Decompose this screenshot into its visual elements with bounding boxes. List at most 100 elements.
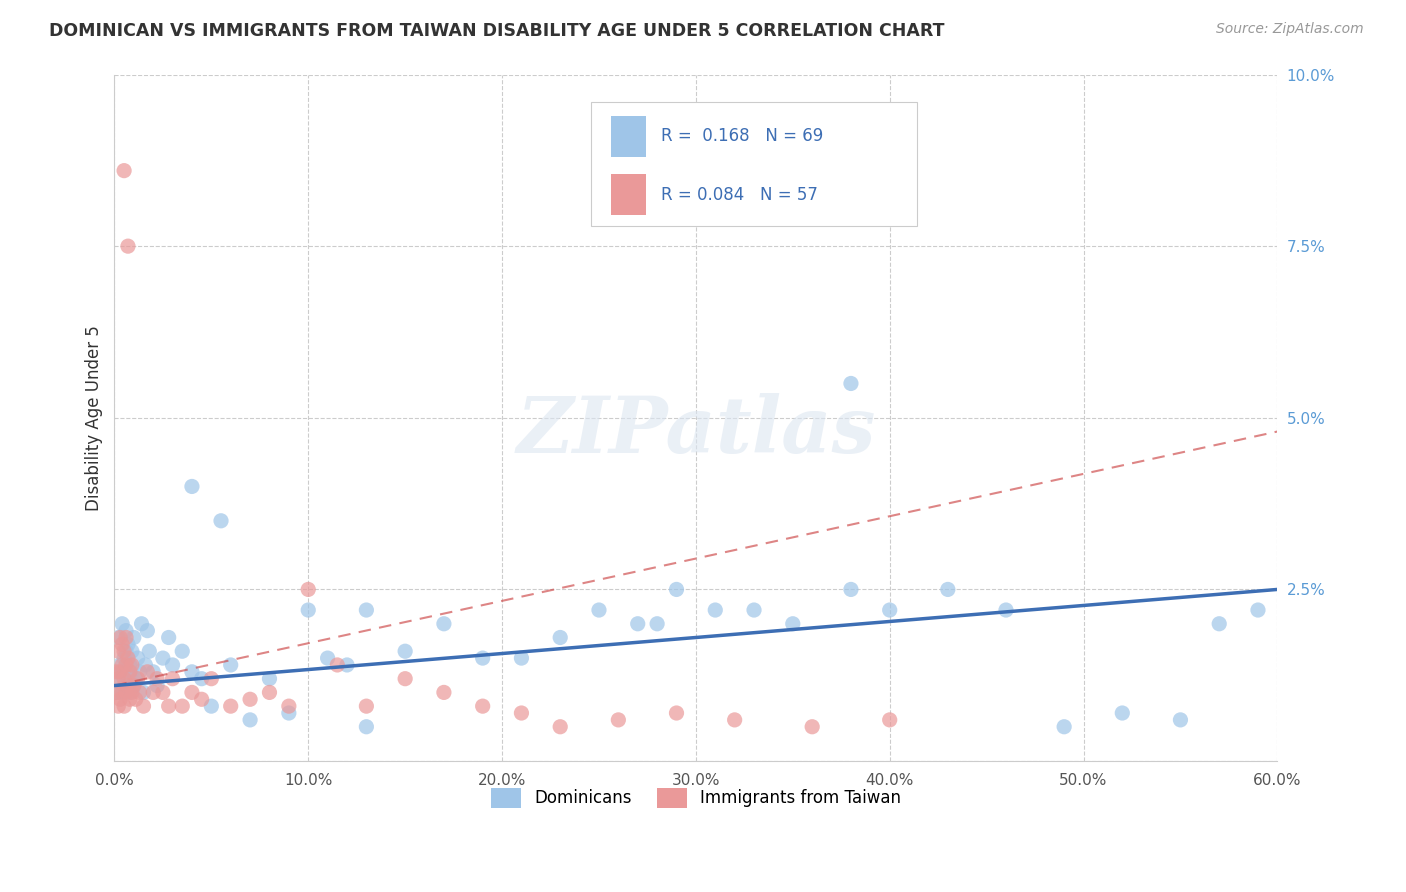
Point: [121, 657, 143, 672]
Point: [107, 672, 129, 686]
Point: [239, 692, 262, 706]
Point: [121, 644, 143, 658]
Point: [107, 672, 129, 686]
Text: R = 0.084   N = 57: R = 0.084 N = 57: [661, 186, 818, 203]
Point: [1111, 706, 1133, 720]
Point: [125, 692, 148, 706]
Point: [115, 657, 138, 672]
Point: [510, 651, 533, 665]
Point: [115, 631, 138, 645]
Point: [132, 685, 155, 699]
Point: [112, 651, 135, 665]
Point: [110, 685, 132, 699]
Legend: Dominicans, Immigrants from Taiwan: Dominicans, Immigrants from Taiwan: [484, 780, 908, 814]
Point: [879, 713, 901, 727]
Point: [121, 685, 143, 699]
FancyBboxPatch shape: [591, 102, 917, 226]
Text: ZIPatlas: ZIPatlas: [516, 393, 876, 470]
Y-axis label: Disability Age Under 5: Disability Age Under 5: [86, 325, 103, 511]
Point: [510, 706, 533, 720]
Point: [152, 651, 174, 665]
Point: [117, 651, 139, 665]
Point: [172, 644, 194, 658]
Point: [839, 376, 862, 391]
Point: [297, 582, 319, 597]
Point: [190, 692, 212, 706]
Point: [127, 672, 149, 686]
Point: [117, 679, 139, 693]
Point: [607, 713, 630, 727]
Text: R =  0.168   N = 69: R = 0.168 N = 69: [661, 128, 824, 145]
Point: [142, 685, 165, 699]
Bar: [612, 116, 645, 157]
Bar: [612, 174, 645, 215]
Point: [111, 616, 134, 631]
Point: [111, 685, 134, 699]
Point: [1208, 616, 1230, 631]
Point: [471, 651, 494, 665]
Point: [110, 631, 132, 645]
Point: [936, 582, 959, 597]
Point: [107, 644, 129, 658]
Point: [107, 699, 129, 714]
Point: [181, 685, 204, 699]
Point: [336, 657, 359, 672]
Point: [115, 644, 138, 658]
Point: [157, 631, 180, 645]
Point: [995, 603, 1018, 617]
Point: [105, 685, 128, 699]
Point: [121, 665, 143, 679]
Point: [162, 657, 184, 672]
Point: [117, 672, 139, 686]
Point: [118, 665, 141, 679]
Point: [157, 699, 180, 714]
Point: [548, 720, 571, 734]
Point: [146, 672, 169, 686]
Point: [131, 616, 153, 631]
Point: [128, 685, 150, 699]
Point: [162, 672, 184, 686]
Point: [665, 706, 688, 720]
Point: [118, 692, 141, 706]
Point: [277, 699, 299, 714]
Point: [127, 651, 149, 665]
Point: [112, 644, 135, 658]
Point: [105, 665, 128, 679]
Point: [645, 616, 668, 631]
Point: [259, 685, 281, 699]
Point: [665, 582, 688, 597]
Point: [111, 637, 134, 651]
Point: [1247, 603, 1270, 617]
Point: [356, 603, 378, 617]
Point: [742, 603, 765, 617]
Point: [219, 699, 242, 714]
Point: [239, 713, 262, 727]
Point: [200, 699, 222, 714]
Point: [548, 631, 571, 645]
Point: [110, 657, 132, 672]
Point: [394, 672, 416, 686]
Point: [297, 603, 319, 617]
Point: [181, 665, 204, 679]
Point: [200, 672, 222, 686]
Point: [115, 685, 138, 699]
Point: [136, 624, 159, 638]
Point: [105, 685, 128, 699]
Point: [209, 514, 232, 528]
Point: [219, 657, 242, 672]
Point: [122, 679, 145, 693]
Point: [152, 685, 174, 699]
Point: [394, 644, 416, 658]
Point: [704, 603, 727, 617]
Point: [326, 657, 349, 672]
Point: [588, 603, 610, 617]
Point: [471, 699, 494, 714]
Point: [839, 582, 862, 597]
Point: [115, 624, 138, 638]
Point: [117, 637, 139, 651]
Point: [128, 665, 150, 679]
Point: [112, 679, 135, 693]
Point: [724, 713, 747, 727]
Point: [132, 699, 155, 714]
Point: [316, 651, 339, 665]
